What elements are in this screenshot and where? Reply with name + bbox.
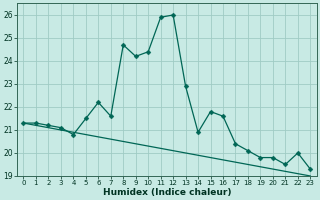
X-axis label: Humidex (Indice chaleur): Humidex (Indice chaleur) <box>103 188 231 197</box>
